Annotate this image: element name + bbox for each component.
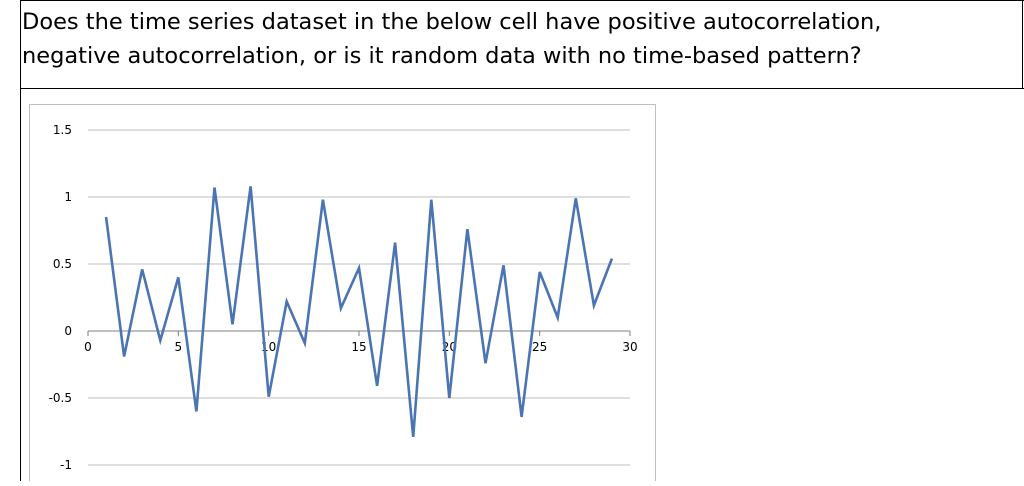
y-tick-label: -0.5 (49, 391, 72, 405)
question-text: Does the time series dataset in the belo… (22, 0, 1022, 86)
question-line-2: negative autocorrelation, or is it rando… (22, 39, 1022, 73)
x-tick-label: 15 (351, 340, 366, 354)
cell-border-divider (20, 88, 1024, 89)
x-tick-label: 5 (175, 340, 183, 354)
cell-border-right (1022, 0, 1023, 89)
y-tick-label: 0.5 (53, 257, 72, 271)
cell-border-left (20, 0, 21, 481)
series-line (106, 186, 612, 437)
x-tick-label: 25 (532, 340, 547, 354)
x-tick-label: 30 (622, 340, 637, 354)
y-tick-label: 0 (64, 324, 72, 338)
y-tick-label: -1 (60, 458, 72, 472)
y-tick-label: 1 (64, 190, 72, 204)
y-tick-label: 1.5 (53, 123, 72, 137)
question-line-1: Does the time series dataset in the belo… (22, 5, 1022, 39)
x-tick-label: 0 (84, 340, 92, 354)
